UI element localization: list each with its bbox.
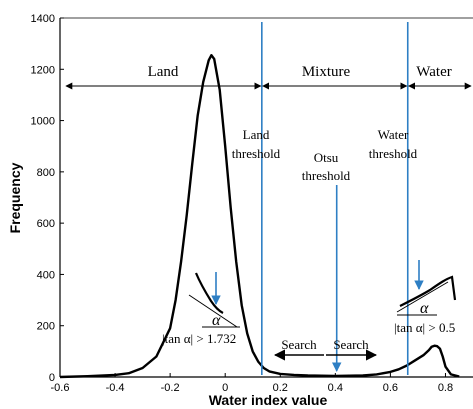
plot-frame <box>59 17 473 378</box>
y-tick-label: 1200 <box>31 64 55 76</box>
x-tick-label: -0.4 <box>106 382 125 394</box>
right-slope-condition: |tan α| > 0.5 <box>394 320 455 335</box>
otsu-threshold-label-2: threshold <box>302 168 351 183</box>
search-right-label: Search <box>333 337 369 352</box>
right-tangent-line <box>396 281 449 313</box>
x-tick-label: 0 <box>222 382 228 394</box>
x-axis-title: Water index value <box>209 392 328 408</box>
right-alpha-symbol: α <box>420 300 429 317</box>
x-tick-label: -0.2 <box>161 382 180 394</box>
right-slope-curve <box>399 275 457 307</box>
water-threshold-label-1: Water <box>378 127 409 142</box>
x-tick-label: 0.2 <box>273 382 288 394</box>
otsu-threshold-label-1: Otsu <box>314 150 339 165</box>
y-tick-label: 600 <box>37 218 55 230</box>
land-threshold-label-1: Land <box>243 127 270 142</box>
x-tick-label: 0.4 <box>328 382 343 394</box>
x-tick-label: 0.8 <box>438 382 453 394</box>
y-tick-label: 1400 <box>31 13 55 25</box>
search-left-label: Search <box>281 337 317 352</box>
left-slope-inset: α |tan α| > 1.732 <box>162 272 240 346</box>
x-tick-label: 0.6 <box>383 382 398 394</box>
left-slope-condition: |tan α| > 1.732 <box>162 331 236 346</box>
y-tick-label: 400 <box>37 269 55 281</box>
left-alpha-symbol: α <box>212 312 221 329</box>
x-axis-ticks: -0.6 -0.4 -0.2 0 0.2 0.4 0.6 0.8 <box>51 373 453 394</box>
water-threshold-label-2: threshold <box>369 146 418 161</box>
y-axis-ticks: 0 200 400 600 800 1000 1200 1400 <box>31 13 64 384</box>
x-tick-label: -0.6 <box>51 382 70 394</box>
region-label-mixture: Mixture <box>302 64 351 80</box>
right-slope-inset: α |tan α| > 0.5 <box>394 260 457 335</box>
y-axis-title: Frequency <box>7 162 23 233</box>
region-label-land: Land <box>148 64 179 80</box>
y-tick-label: 200 <box>37 321 55 333</box>
histogram-series-line <box>59 54 460 379</box>
y-tick-label: 800 <box>37 167 55 179</box>
y-tick-label: 0 <box>49 372 55 384</box>
land-threshold-label-2: threshold <box>232 146 281 161</box>
region-label-water: Water <box>416 64 451 80</box>
y-tick-label: 1000 <box>31 116 55 128</box>
left-tangent-line <box>188 294 238 328</box>
left-slope-curve <box>194 272 224 314</box>
